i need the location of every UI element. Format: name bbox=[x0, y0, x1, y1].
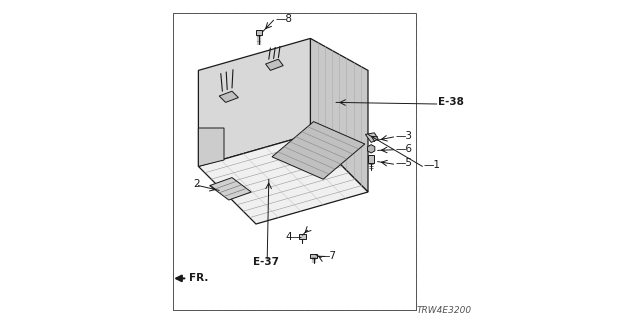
Text: —7: —7 bbox=[320, 251, 337, 261]
Polygon shape bbox=[256, 30, 262, 35]
Text: —1: —1 bbox=[424, 160, 441, 170]
Polygon shape bbox=[198, 134, 368, 224]
Polygon shape bbox=[266, 59, 283, 70]
Text: —6: —6 bbox=[396, 144, 412, 154]
Text: TRW4E3200: TRW4E3200 bbox=[417, 306, 472, 315]
Polygon shape bbox=[219, 91, 239, 102]
Text: E-38: E-38 bbox=[438, 97, 464, 108]
Polygon shape bbox=[198, 38, 310, 166]
Polygon shape bbox=[365, 133, 378, 142]
Text: FR.: FR. bbox=[189, 273, 209, 284]
Text: —5: —5 bbox=[396, 158, 412, 168]
Polygon shape bbox=[198, 128, 224, 166]
Text: 4—: 4— bbox=[285, 232, 302, 242]
Polygon shape bbox=[210, 178, 251, 200]
Polygon shape bbox=[272, 122, 365, 179]
Text: E-37: E-37 bbox=[253, 257, 278, 268]
Polygon shape bbox=[310, 38, 368, 192]
Polygon shape bbox=[367, 145, 375, 153]
Polygon shape bbox=[368, 155, 374, 163]
Text: 2: 2 bbox=[193, 179, 200, 189]
Polygon shape bbox=[298, 234, 307, 239]
Polygon shape bbox=[310, 254, 317, 258]
Text: —8: —8 bbox=[275, 14, 292, 24]
Text: —3: —3 bbox=[396, 131, 412, 141]
